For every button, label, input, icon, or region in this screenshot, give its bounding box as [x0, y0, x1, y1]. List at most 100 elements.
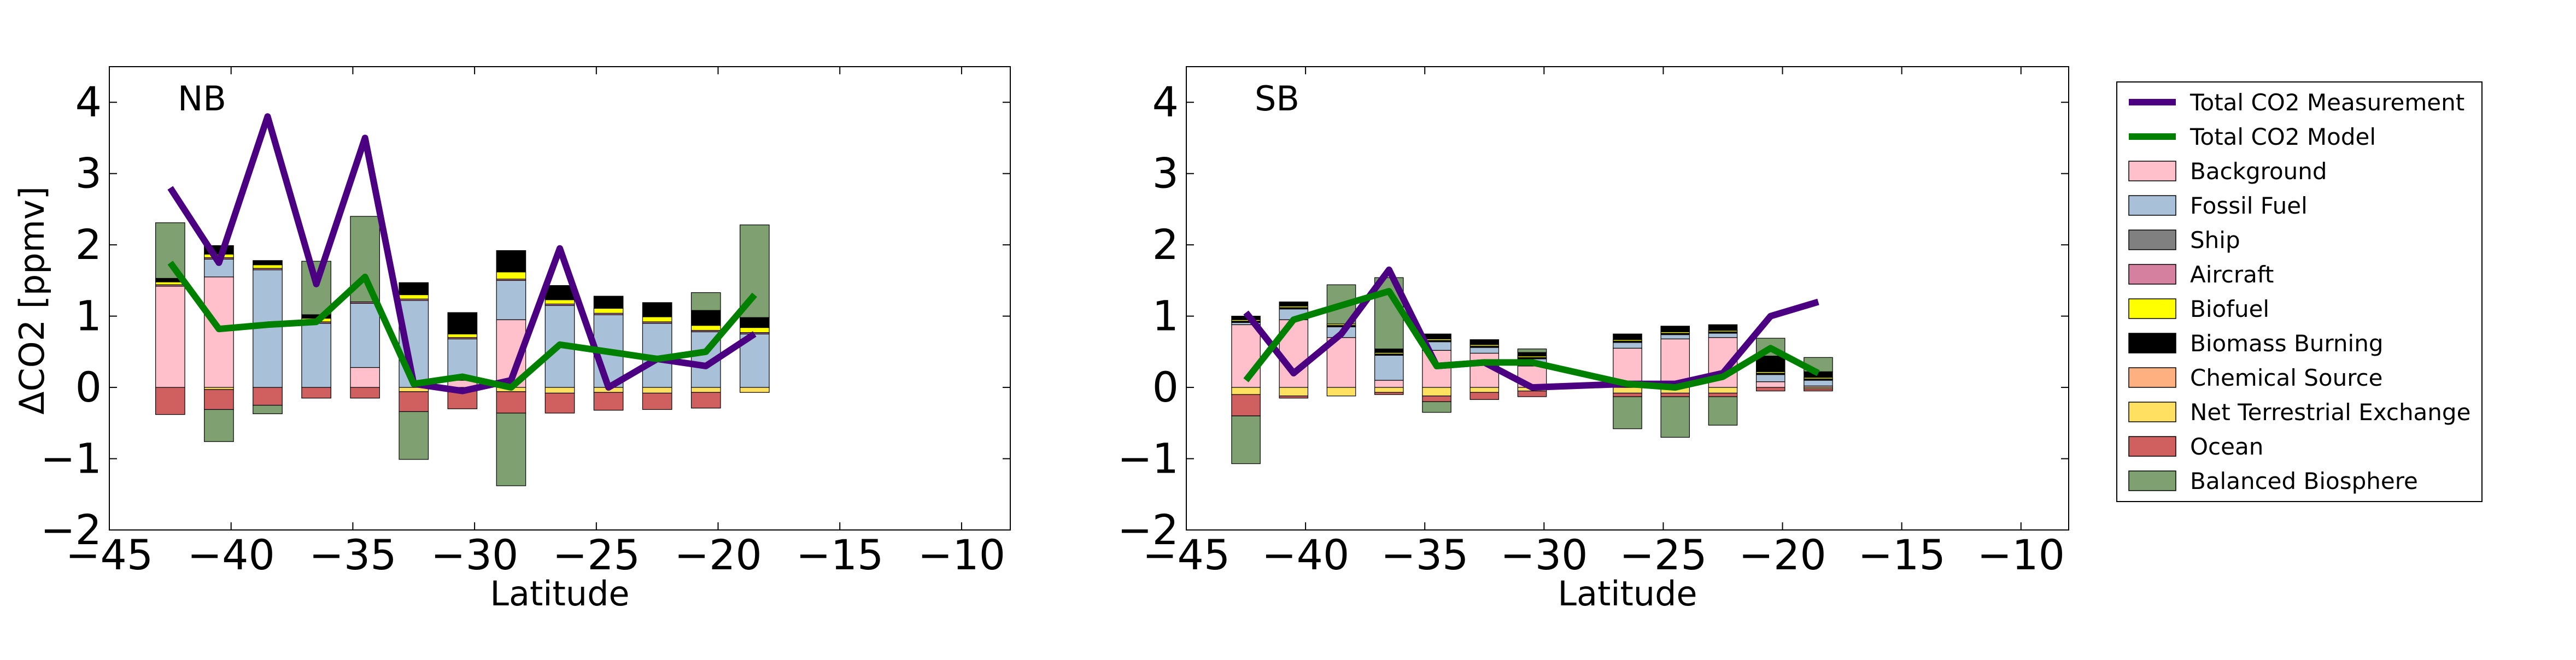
panel-label: SB [1255, 79, 1299, 119]
bar-segment-biomass [496, 250, 526, 273]
bar-segment-balanced [301, 261, 331, 315]
legend-frame [2116, 81, 2483, 502]
bar-segment-balanced [1708, 396, 1738, 426]
y-tick-label: −2 [40, 505, 102, 554]
x-tick-label: −10 [918, 531, 1005, 579]
bar-segment-nte [739, 387, 770, 393]
bar-segment-biomass [1422, 333, 1451, 339]
legend-swatch-aircraft [2128, 264, 2176, 285]
y-tick-label: 4 [1152, 78, 1179, 126]
bar-segment-balanced [399, 411, 429, 460]
bar-segment-nte [642, 387, 672, 394]
y-tick-label: −1 [1117, 434, 1179, 483]
bar-segment-biomass [1517, 352, 1547, 357]
panel-label: NB [178, 79, 226, 119]
bar-segment-biomass [642, 302, 672, 317]
bar-segment-ocean [496, 391, 526, 414]
bar-segment-biofuel [496, 272, 526, 280]
legend-swatch-fossil [2128, 195, 2176, 216]
y-tick-label: 4 [75, 78, 102, 126]
bar-segment-ocean [545, 392, 575, 414]
bar-segment-biofuel [739, 327, 770, 333]
bar-segment-biofuel [399, 294, 429, 299]
bar-segment-fossil [1755, 374, 1785, 382]
x-tick-label: −25 [1619, 531, 1707, 579]
legend-swatch-background [2128, 161, 2176, 181]
bar-segment-fossil [1804, 380, 1833, 387]
x-tick-label: −25 [553, 531, 640, 579]
bar-segment-ocean [593, 392, 624, 411]
bar-segment-biomass [545, 285, 575, 300]
bar-segment-biofuel [642, 316, 672, 322]
bar-segment-balanced [1422, 401, 1451, 413]
y-tick-label: 3 [75, 149, 102, 198]
bar-segment-nte [1613, 387, 1642, 394]
bar-segment-ocean [1279, 396, 1309, 399]
bar-segment-balanced [155, 222, 185, 279]
legend-swatch-biofuel [2128, 298, 2176, 319]
bar-segment-ocean [253, 387, 283, 406]
bar-segment-balanced [1517, 349, 1547, 353]
bar-segment-biomass [1613, 333, 1642, 340]
bar-segment-ocean [642, 392, 672, 410]
bar-segment-nte [1470, 387, 1500, 393]
x-tick-label: −40 [188, 531, 275, 579]
y-tick-label: −1 [40, 434, 102, 483]
bar-segment-biomass [1279, 301, 1309, 307]
bar-segment-ocean [155, 387, 185, 415]
bar-segment-fossil [1374, 355, 1404, 381]
bar-segment-ocean [399, 391, 429, 412]
legend-label-fossil: Fossil Fuel [2190, 192, 2308, 219]
bar-segment-biomass [447, 312, 478, 334]
legend-label-measurement: Total CO2 Measurement [2189, 89, 2464, 116]
x-tick-label: −20 [1738, 531, 1826, 579]
bar-segment-ocean [1660, 392, 1690, 397]
bar-segment-ocean [204, 389, 234, 410]
bar-segment-biomass [399, 282, 429, 296]
legend-swatch-balanced [2128, 470, 2176, 491]
y-tick-label: −2 [1117, 505, 1179, 554]
bar-segment-balanced [1613, 396, 1642, 429]
y-tick-label: 3 [1152, 149, 1179, 198]
y-tick-label: 2 [75, 220, 102, 269]
bar-segment-fossil [447, 338, 478, 381]
x-tick-label: −30 [431, 531, 518, 579]
legend-swatch-ship [2128, 229, 2176, 250]
bar-segment-nte [1231, 387, 1261, 395]
bar-segment-biofuel [253, 264, 283, 269]
bar-segment-nte [1374, 387, 1404, 393]
bar-segment-biofuel [593, 308, 624, 314]
bar-segment-nte [1279, 387, 1309, 397]
bar-segment-biomass [1755, 356, 1785, 372]
y-tick-label: 1 [1152, 292, 1179, 340]
bar-segment-fossil [1660, 334, 1690, 339]
y-tick-label: 2 [1152, 220, 1179, 269]
bar-segment-balanced [1660, 396, 1690, 438]
bar-segment-nte [1326, 387, 1356, 397]
legend-label-aircraft: Aircraft [2190, 261, 2274, 288]
bar-segment-ocean [301, 387, 331, 399]
y-tick-label: 0 [1152, 363, 1179, 411]
bar-segment-ocean [1755, 387, 1785, 392]
bar-segment-balanced [496, 412, 526, 486]
legend-label-model: Total CO2 Model [2189, 123, 2376, 150]
legend: Total CO2 Measurement Total CO2 Model Back… [2116, 81, 2483, 502]
bar-segment-nte [690, 387, 721, 393]
legend-label-nte: Net Terrestrial Exchange [2190, 399, 2470, 426]
bar-segment-background [155, 286, 185, 388]
bar-segment-biofuel [545, 299, 575, 305]
bar-segment-ocean [690, 392, 721, 409]
bar-segment-biomass [739, 317, 770, 328]
bar-segment-biofuel [155, 281, 185, 285]
bar-segment-fossil [1470, 347, 1500, 354]
bar-segment-fossil [350, 303, 380, 368]
legend-label-ship: Ship [2190, 227, 2240, 254]
x-axis-label: Latitude [1558, 574, 1697, 614]
bar-segment-ocean [1804, 388, 1833, 392]
bar-segment-biofuel [690, 325, 721, 331]
bar-segment-biomass [593, 296, 624, 309]
x-tick-label: −45 [1143, 531, 1230, 579]
